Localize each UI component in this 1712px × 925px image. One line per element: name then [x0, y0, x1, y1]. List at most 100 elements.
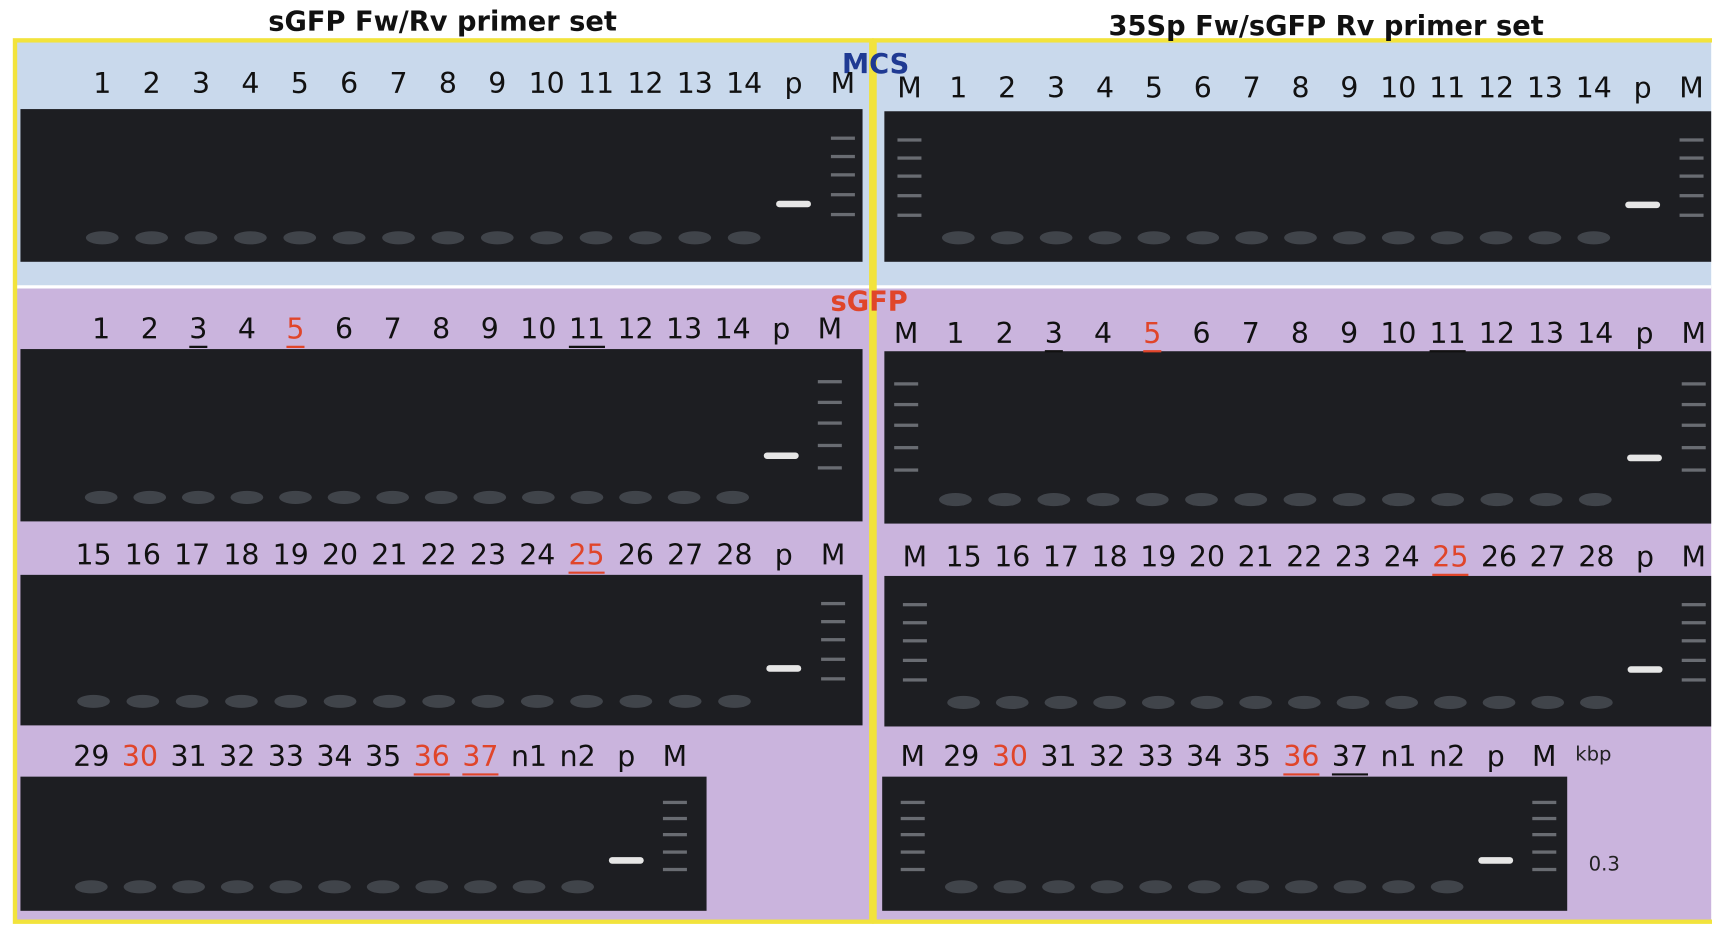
- ladder-band: [663, 817, 687, 820]
- ladder-band: [901, 850, 925, 853]
- dimer-glow: [669, 695, 702, 708]
- lane-label: 37: [462, 740, 498, 773]
- ladder-band: [831, 155, 855, 158]
- dimer-glow: [126, 695, 159, 708]
- lane-label: 4: [241, 67, 259, 100]
- dimer-glow: [1530, 493, 1563, 506]
- lane-label: 11: [569, 313, 605, 346]
- lane-label: 30: [992, 740, 1028, 773]
- dimer-glow: [234, 231, 267, 244]
- lane-label: 12: [1479, 317, 1515, 350]
- dimer-glow: [530, 231, 563, 244]
- dimer-glow: [318, 880, 351, 893]
- lane-label: 14: [715, 313, 751, 346]
- positive-band: [1625, 202, 1660, 209]
- lane-label: 23: [1335, 540, 1371, 573]
- lane-label: 1: [92, 313, 110, 346]
- lane-label: 8: [432, 313, 450, 346]
- dimer-glow: [1531, 696, 1564, 709]
- dimer-glow: [1236, 880, 1269, 893]
- lane-label: 14: [1576, 71, 1612, 104]
- lane-label: p: [1636, 540, 1654, 573]
- dimer-glow: [324, 695, 357, 708]
- size-label: 0.3: [1589, 853, 1620, 876]
- lane-label: 16: [125, 538, 161, 571]
- positive-band: [1628, 666, 1663, 673]
- ladder-band: [903, 678, 927, 681]
- lane-label: M: [1532, 740, 1556, 773]
- lane-label: n1: [511, 740, 547, 773]
- dimer-glow: [1093, 696, 1126, 709]
- lane-label: 16: [994, 540, 1030, 573]
- dimer-glow: [1431, 880, 1464, 893]
- ladder-band: [821, 638, 845, 641]
- ladder-band: [894, 382, 918, 385]
- dimer-glow: [1382, 880, 1415, 893]
- page: sGFP Fw/Rv primer set 35Sp Fw/sGFP Rv pr…: [0, 0, 1712, 925]
- lane-label: 19: [1140, 540, 1176, 573]
- ladder-band: [1682, 659, 1706, 662]
- lane-label: 5: [286, 313, 304, 346]
- lane-label: 30: [122, 740, 158, 773]
- ladder-band: [821, 658, 845, 661]
- dimer-glow: [1139, 880, 1172, 893]
- ladder-band: [1682, 468, 1706, 471]
- ladder-band: [1532, 850, 1556, 853]
- ladder-band: [901, 868, 925, 871]
- dimer-glow: [939, 493, 972, 506]
- dimer-glow: [373, 695, 406, 708]
- lane-label: n1: [1381, 740, 1417, 773]
- dimer-glow: [376, 491, 409, 504]
- gel: [882, 777, 1567, 911]
- ladder-band: [663, 801, 687, 804]
- lane-label: p: [617, 740, 635, 773]
- dimer-glow: [1334, 880, 1367, 893]
- ladder-band: [818, 444, 842, 447]
- dimer-glow: [75, 880, 108, 893]
- lane-label: 12: [1478, 71, 1514, 104]
- lane-label: 27: [1530, 540, 1566, 573]
- lane-label: 9: [488, 67, 506, 100]
- lane-label: p: [785, 67, 803, 100]
- dimer-glow: [1037, 493, 1070, 506]
- dimer-glow: [1040, 231, 1073, 244]
- lane-label: 25: [569, 538, 605, 571]
- lane-label: 9: [481, 313, 499, 346]
- lane-label: 1: [946, 317, 964, 350]
- lane-label: M: [894, 317, 918, 350]
- ladder-band: [663, 833, 687, 836]
- unit-label: kbp: [1575, 742, 1611, 765]
- lane-label: 7: [384, 313, 402, 346]
- lane-label: 23: [470, 538, 506, 571]
- dimer-glow: [1333, 493, 1366, 506]
- ladder-band: [831, 137, 855, 140]
- dimer-glow: [422, 695, 455, 708]
- lane-label: 13: [1528, 317, 1564, 350]
- panel-title: 35Sp Fw/sGFP Rv primer set: [1109, 11, 1544, 42]
- positive-band: [609, 857, 644, 864]
- lane-label: 11: [578, 67, 614, 100]
- ladder-band: [818, 421, 842, 424]
- lane-label: 22: [1286, 540, 1322, 573]
- lane-label: 2: [141, 313, 159, 346]
- dimer-glow: [333, 231, 366, 244]
- lane-label: 15: [946, 540, 982, 573]
- dimer-glow: [994, 880, 1027, 893]
- dimer-glow: [1529, 231, 1562, 244]
- dimer-glow: [718, 695, 751, 708]
- dimer-glow: [85, 491, 118, 504]
- dimer-glow: [425, 491, 458, 504]
- ladder-band: [1682, 382, 1706, 385]
- lane-label: 1: [93, 67, 111, 100]
- lane-label: p: [1634, 71, 1652, 104]
- dimer-glow: [1091, 880, 1124, 893]
- lane-label: 15: [75, 538, 111, 571]
- dimer-glow: [283, 231, 316, 244]
- ladder-band: [821, 602, 845, 605]
- lane-label: 1: [949, 71, 967, 104]
- sgfp-label: sGFP: [830, 287, 907, 318]
- ladder-band: [818, 401, 842, 404]
- ladder-band: [831, 173, 855, 176]
- ladder-band: [1532, 817, 1556, 820]
- lane-label: 29: [73, 740, 109, 773]
